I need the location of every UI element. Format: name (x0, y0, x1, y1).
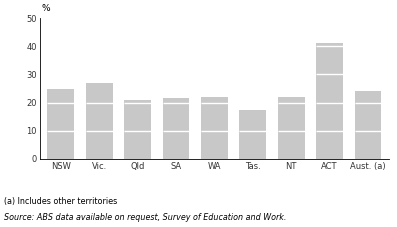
Text: (a) Includes other territories: (a) Includes other territories (4, 197, 117, 207)
Bar (201, 97, 228, 159)
Text: %: % (42, 4, 50, 12)
Bar (355, 91, 382, 159)
Bar (162, 98, 189, 159)
Bar (86, 83, 113, 159)
Bar (278, 97, 304, 159)
Bar (239, 110, 266, 159)
Bar (316, 44, 343, 159)
Text: Source: ABS data available on request, Survey of Education and Work.: Source: ABS data available on request, S… (4, 213, 286, 222)
Bar (47, 89, 74, 159)
Bar (124, 100, 151, 159)
